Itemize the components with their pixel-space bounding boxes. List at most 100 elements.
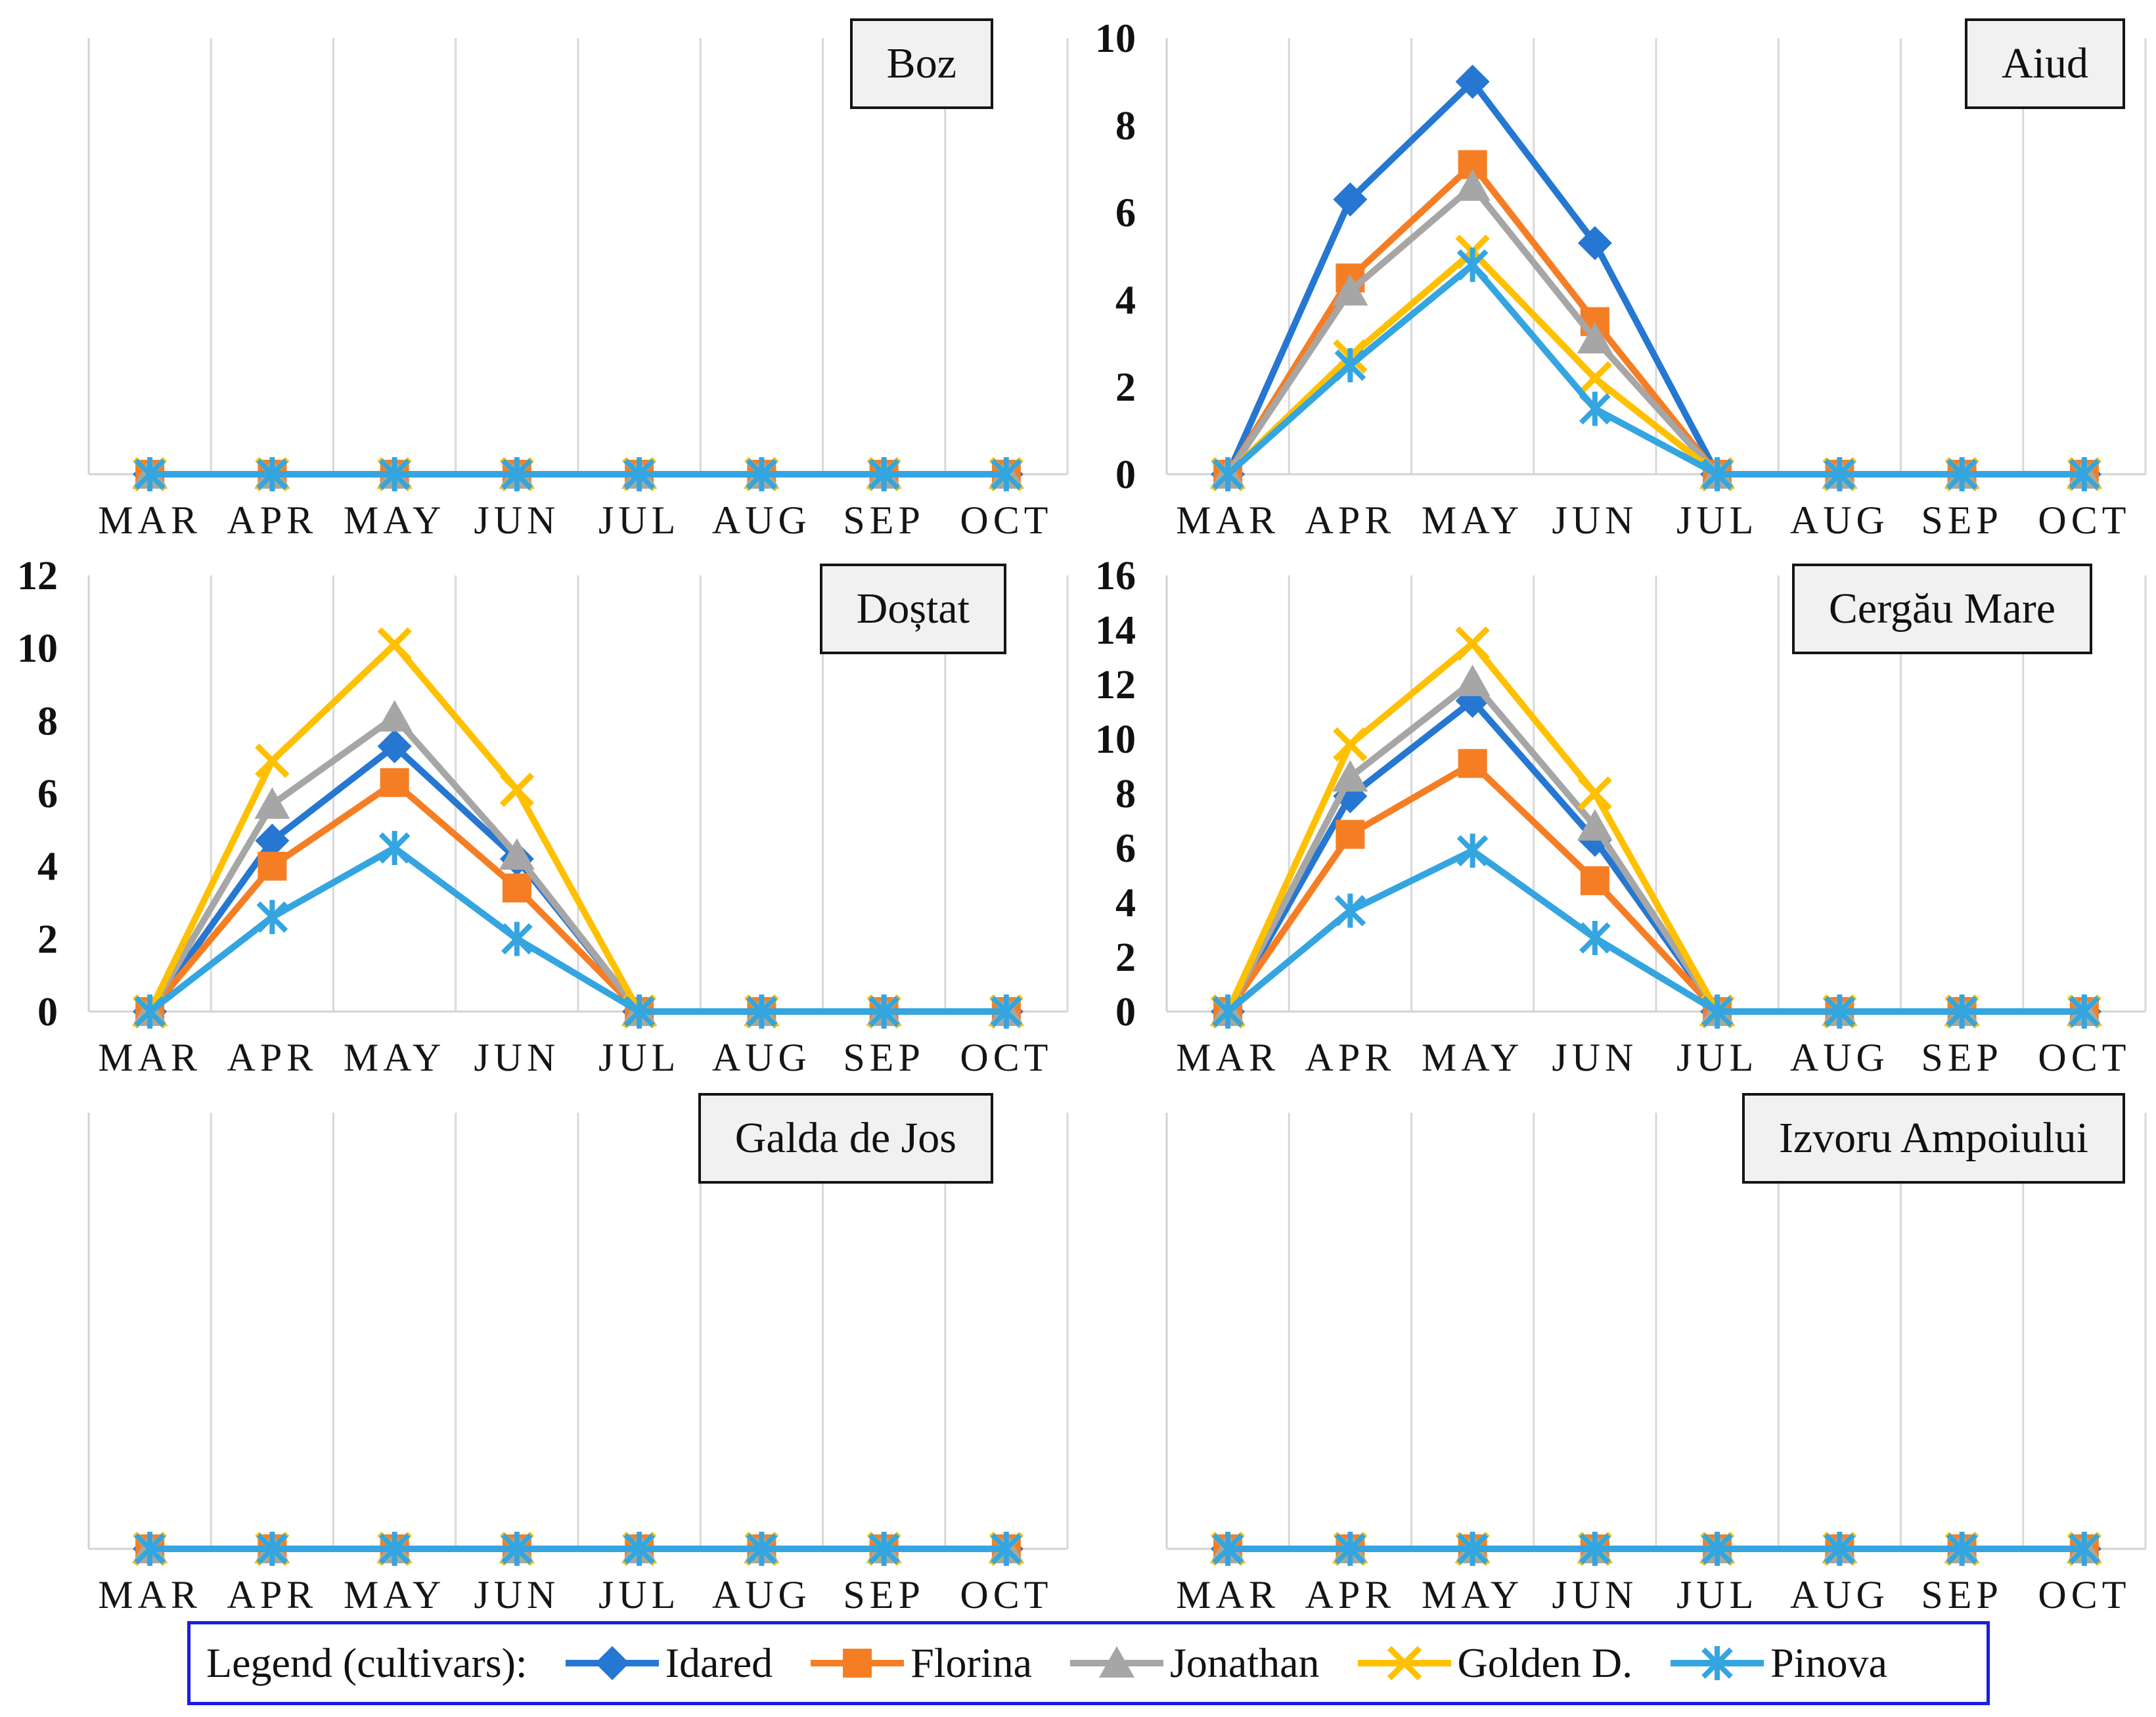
marker-star — [991, 457, 1022, 491]
marker-star — [868, 457, 900, 491]
marker-star — [868, 1532, 900, 1566]
x-tick-label: APR — [1305, 1573, 1396, 1617]
marker-triangle — [1332, 274, 1368, 306]
x-tick-label: JUN — [474, 1573, 560, 1617]
marker-star — [378, 1532, 411, 1566]
x-tick-label: JUN — [1552, 1036, 1638, 1079]
charts-grid: MAR APR MAY JUN JUL AUG SEP OCT Boz 0 2 4 6 8 10 MAR A… — [0, 0, 2156, 1617]
y-tick-label: 4 — [1115, 278, 1136, 323]
y-tick-label: 0 — [1115, 990, 1136, 1035]
florina-marker-icon — [811, 1649, 905, 1678]
legend-entry-jonathan: Jonathan — [1067, 1639, 1320, 1687]
legend-entry-pinova: Pinova — [1668, 1639, 1887, 1687]
marker-star — [1334, 1532, 1366, 1566]
marker-star — [1946, 457, 1978, 491]
y-tick-label: 6 — [1115, 826, 1136, 871]
x-tick-label: SEP — [1921, 499, 2002, 542]
marker-diamond — [377, 729, 412, 764]
chart-title-dostat: Doștat — [819, 564, 1006, 654]
chart-panel-izvoru-ampoiului: MAR APR MAY JUN JUL AUG SEP OCT Izvoru Ampoiulu… — [1078, 1075, 2156, 1617]
chart-canvas-boz: MAR APR MAY JUN JUL AUG SEP OCT — [87, 38, 1069, 542]
marker-star — [1212, 994, 1244, 1029]
marker-x — [377, 627, 412, 662]
chart-title-aiud: Aiud — [1965, 18, 2125, 109]
marker-diamond — [1455, 64, 1490, 99]
series-pinova — [134, 1532, 1022, 1566]
x-tick-label: AUG — [712, 1036, 811, 1079]
marker-star — [1946, 1532, 1978, 1566]
marker-star — [1946, 994, 1978, 1029]
x-tick-label: SEP — [843, 499, 924, 542]
marker-star — [1212, 1532, 1244, 1566]
x-tick-label: AUG — [712, 1573, 811, 1617]
marker-triangle — [1577, 322, 1613, 354]
x-tick-label: APR — [1305, 1036, 1396, 1079]
legend-entry-idared: Idared — [563, 1639, 773, 1687]
x-tick-label: OCT — [2038, 1036, 2130, 1079]
legend-entry-label: Jonathan — [1170, 1639, 1320, 1686]
chart-panel-galda-de-jos: MAR APR MAY JUN JUL AUG SEP OCT Galda de Jos — [0, 1075, 1078, 1617]
marker-x — [1333, 727, 1368, 762]
marker-star — [1456, 1532, 1489, 1566]
jonathan-marker-icon — [1070, 1646, 1163, 1678]
y-axis-tick-labels: 0 2 4 6 8 10 12 14 16 — [1095, 554, 1136, 1035]
y-tick-label: 8 — [37, 699, 58, 744]
marker-square — [843, 1649, 872, 1678]
x-tick-label: APR — [1305, 499, 1396, 542]
x-axis-tick-labels: MAR APR MAY JUN JUL AUG SEP OCT — [1176, 499, 2126, 542]
marker-star — [256, 1532, 288, 1566]
marker-diamond — [1333, 182, 1368, 217]
marker-x — [1455, 626, 1490, 661]
y-tick-label: 10 — [1095, 717, 1136, 762]
marker-triangle — [499, 838, 535, 870]
x-axis-tick-labels: MAR APR MAY JUN JUL AUG SEP OCT — [98, 1036, 1052, 1079]
y-tick-label: 10 — [1095, 16, 1136, 61]
marker-star — [1579, 920, 1611, 955]
legend-entry-florina: Florina — [808, 1639, 1032, 1687]
marker-star — [868, 994, 900, 1029]
x-tick-label: MAY — [1422, 1573, 1524, 1617]
x-tick-label: APR — [227, 1036, 318, 1079]
marker-star — [746, 1532, 778, 1566]
legend-entry-label: Golden D. — [1457, 1639, 1633, 1686]
y-tick-label: 10 — [17, 627, 58, 671]
chart-panel-boz: MAR APR MAY JUN JUL AUG SEP OCT Boz — [0, 0, 1078, 542]
marker-star — [2069, 457, 2100, 491]
gridlines — [87, 1113, 1069, 1549]
y-tick-label: 0 — [1115, 453, 1136, 497]
marker-star — [134, 457, 166, 491]
marker-star — [1579, 1532, 1611, 1566]
x-tick-label: MAR — [98, 1036, 202, 1079]
series-pinova — [134, 457, 1022, 491]
y-tick-label: 8 — [1115, 772, 1136, 816]
chart-title-galda-de-jos: Galda de Jos — [698, 1093, 993, 1184]
marker-star — [1212, 457, 1244, 491]
marker-star — [991, 1532, 1022, 1566]
x-tick-label: JUL — [598, 499, 680, 542]
x-tick-label: OCT — [960, 1036, 1052, 1079]
marker-x — [255, 744, 290, 778]
series-pinova — [1212, 1532, 2100, 1566]
y-tick-label: 16 — [1095, 554, 1136, 598]
x-tick-label: AUG — [1790, 499, 1889, 542]
chart-panel-cergau-mare: 0 2 4 6 8 10 12 14 16 MAR APR MAY JUN JUL AUG SEP OCT Ce… — [1078, 537, 2156, 1079]
chart-canvas-galda-de-jos: MAR APR MAY JUN JUL AUG SEP OCT — [87, 1113, 1069, 1617]
marker-triangle — [254, 787, 290, 819]
y-tick-label: 6 — [37, 772, 58, 816]
x-tick-label: SEP — [843, 1573, 924, 1617]
marker-diamond — [255, 823, 290, 858]
x-axis-tick-labels: MAR APR MAY JUN JUL AUG SEP OCT — [1176, 1036, 2130, 1079]
marker-star — [1456, 248, 1489, 282]
x-tick-label: OCT — [960, 1573, 1052, 1617]
idared-marker-icon — [565, 1646, 659, 1680]
marker-star — [1824, 457, 1856, 491]
marker-star — [256, 900, 288, 935]
x-tick-label: AUG — [1790, 1573, 1889, 1617]
gridlines — [1165, 575, 2147, 1012]
marker-triangle — [1099, 1646, 1134, 1678]
x-tick-label: JUN — [1552, 1573, 1638, 1617]
marker-star — [746, 994, 778, 1029]
x-tick-label: MAY — [1422, 1036, 1524, 1079]
marker-star — [623, 1532, 655, 1566]
marker-diamond — [595, 1646, 629, 1680]
